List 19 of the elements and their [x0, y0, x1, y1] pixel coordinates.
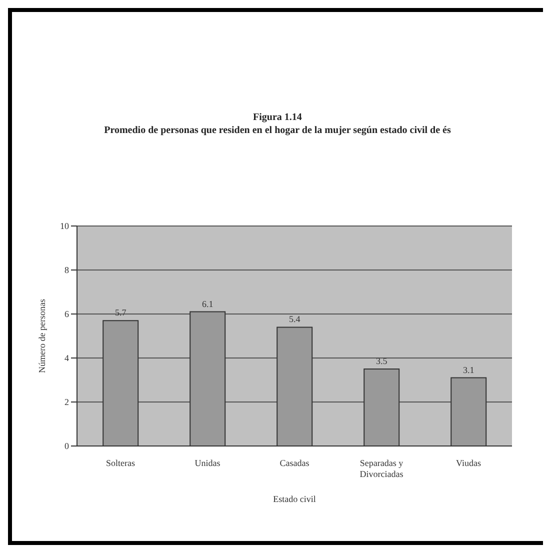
- y-tick-label: 10: [60, 221, 70, 232]
- data-label: 5.4: [288, 314, 301, 324]
- y-axis-title: Número de personas: [37, 298, 48, 373]
- x-tick-label: Solteras: [106, 458, 136, 468]
- data-label: 3.1: [462, 364, 474, 375]
- x-tick-label: Separadas y Divorciadas: [360, 458, 404, 479]
- data-label: 6.1: [202, 298, 214, 309]
- y-tick-label: 8: [64, 265, 70, 276]
- x-axis-title: Estado civil: [273, 494, 316, 504]
- y-tick-label: 6: [64, 309, 70, 320]
- y-tick-label: 4: [64, 353, 70, 364]
- x-tick-label: Casadas: [280, 458, 310, 468]
- y-tick-label: 0: [64, 441, 70, 452]
- data-label: 3.5: [376, 356, 388, 366]
- y-tick-label: 2: [64, 397, 69, 408]
- x-tick-label: Viudas: [456, 458, 482, 468]
- chart-title: Figura 1.14: [252, 112, 303, 123]
- chart-subtitle: Promedio de personas que residen en el hogar de la mujer según estado civil de és: [103, 125, 452, 136]
- x-tick-label: Unidas: [194, 458, 221, 468]
